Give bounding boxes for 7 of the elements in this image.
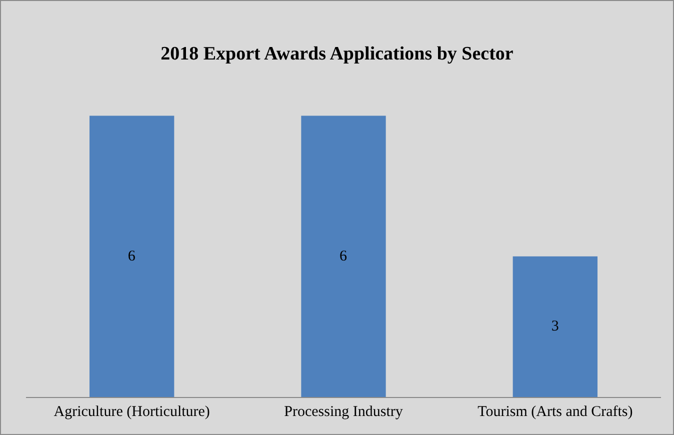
data-label: 6 (340, 248, 348, 264)
x-tick-label: Agriculture (Horticulture) (54, 404, 210, 420)
chart-title: 2018 Export Awards Applications by Sector (160, 44, 514, 65)
data-label: 3 (551, 318, 559, 335)
x-tick-label: Processing Industry (284, 404, 404, 420)
data-label: 6 (128, 248, 136, 264)
x-tick-label: Tourism (Arts and Crafts) (478, 404, 633, 420)
